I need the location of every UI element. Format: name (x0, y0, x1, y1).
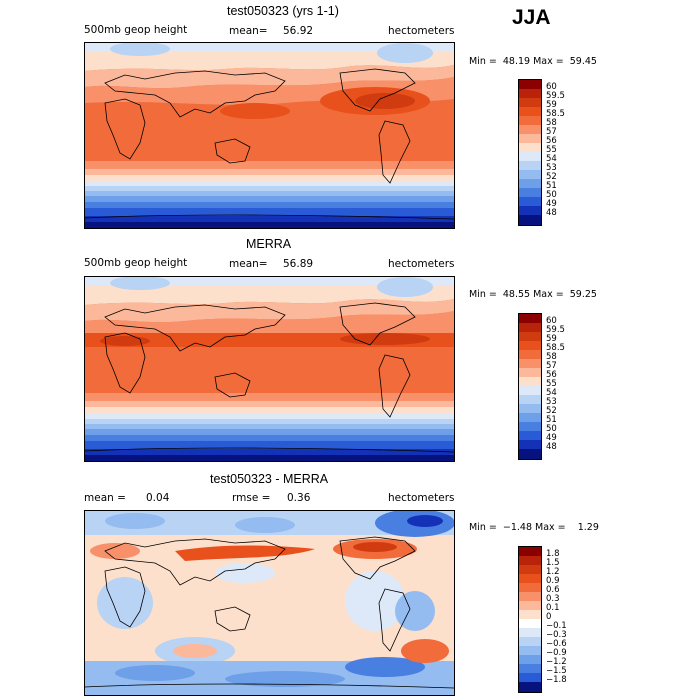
colorbar-tick-label: 56 (546, 136, 557, 146)
colorbar-tick-label: 60 (546, 316, 557, 326)
colorbar-tick-label: 1.8 (546, 549, 560, 559)
colorbar-tick-label: −1.2 (546, 657, 567, 667)
colorbar-tick-label: 0.1 (546, 603, 560, 613)
colorbar-tick-label: 51 (546, 415, 557, 425)
colorbar-tick-label: 59.5 (546, 91, 565, 101)
colorbar-tick-label: 54 (546, 388, 557, 398)
colorbar-tick-label: −0.9 (546, 648, 567, 658)
season-label: JJA (512, 6, 551, 29)
panel-3-map (84, 510, 455, 696)
panel-2-colorbar (518, 313, 542, 460)
colorbar-tick-label: 60 (546, 82, 557, 92)
panel-2-title: MERRA (246, 237, 292, 251)
panel-3-title: test050323 - MERRA (210, 472, 329, 486)
panel-2-variable-label: 500mb geop height (84, 257, 188, 269)
colorbar-tick-label: 49 (546, 199, 557, 209)
panel-2-mean-label: mean= (229, 258, 268, 270)
colorbar-tick-label: −0.3 (546, 630, 567, 640)
colorbar-tick-label: 1.2 (546, 567, 560, 577)
colorbar-tick-label: 50 (546, 424, 557, 434)
colorbar-tick-label: 51 (546, 181, 557, 191)
colorbar-tick-label: 0 (546, 612, 552, 622)
colorbar-tick-label: 56 (546, 370, 557, 380)
panel-3-mean-value: 0.04 (146, 492, 170, 504)
colorbar-tick-label: −0.1 (546, 621, 567, 631)
colorbar-tick-label: 57 (546, 127, 557, 137)
colorbar-tick-label: 59.5 (546, 325, 565, 335)
panel-3-colorbar (518, 546, 542, 693)
colorbar-tick-label: 59 (546, 334, 557, 344)
colorbar-tick-label: 55 (546, 379, 557, 389)
panel-1-mean-label: mean= (229, 25, 268, 37)
colorbar-tick-label: 58.5 (546, 109, 565, 119)
panel-2-map (84, 276, 455, 462)
panel-1-mean-value: 56.92 (283, 25, 314, 37)
panel-2-minmax: Min = 48.55 Max = 59.25 (469, 289, 597, 300)
colorbar-tick-label: 58 (546, 352, 557, 362)
panel-1-title: test050323 (yrs 1-1) (227, 4, 339, 18)
panel-1-minmax: Min = 48.19 Max = 59.45 (469, 56, 597, 67)
panel-1-unit-label: hectometers (388, 25, 455, 37)
colorbar-tick-label: 58 (546, 118, 557, 128)
colorbar-tick-label: 48 (546, 208, 557, 218)
colorbar-tick-label: −1.5 (546, 666, 567, 676)
colorbar-tick-label: 49 (546, 433, 557, 443)
panel-1-colorbar (518, 79, 542, 226)
colorbar-tick-label: −0.6 (546, 639, 567, 649)
panel-3-unit-label: hectometers (388, 492, 455, 504)
colorbar-tick-label: −1.8 (546, 675, 567, 685)
panel-3-minmax: Min = −1.48 Max = 1.29 (469, 522, 599, 533)
panel-2-mean-value: 56.89 (283, 258, 314, 270)
colorbar-tick-label: 1.5 (546, 558, 560, 568)
colorbar-tick-label: 52 (546, 406, 557, 416)
colorbar-tick-label: 0.6 (546, 585, 560, 595)
colorbar-tick-label: 53 (546, 163, 557, 173)
panel-3-rmse-label: rmse = (232, 492, 271, 504)
panel-2-unit-label: hectometers (388, 258, 455, 270)
colorbar-tick-label: 0.3 (546, 594, 560, 604)
colorbar-tick-label: 52 (546, 172, 557, 182)
colorbar-tick-label: 59 (546, 100, 557, 110)
panel-1-variable-label: 500mb geop height (84, 24, 188, 36)
colorbar-tick-label: 53 (546, 397, 557, 407)
panel-3-rmse-value: 0.36 (287, 492, 311, 504)
colorbar-tick-label: 48 (546, 442, 557, 452)
colorbar-tick-label: 0.9 (546, 576, 560, 586)
panel-1-map (84, 42, 455, 229)
colorbar-tick-label: 55 (546, 145, 557, 155)
colorbar-tick-label: 57 (546, 361, 557, 371)
colorbar-tick-label: 50 (546, 190, 557, 200)
panel-3-mean-label: mean = (84, 492, 126, 504)
colorbar-tick-label: 54 (546, 154, 557, 164)
colorbar-tick-label: 58.5 (546, 343, 565, 353)
